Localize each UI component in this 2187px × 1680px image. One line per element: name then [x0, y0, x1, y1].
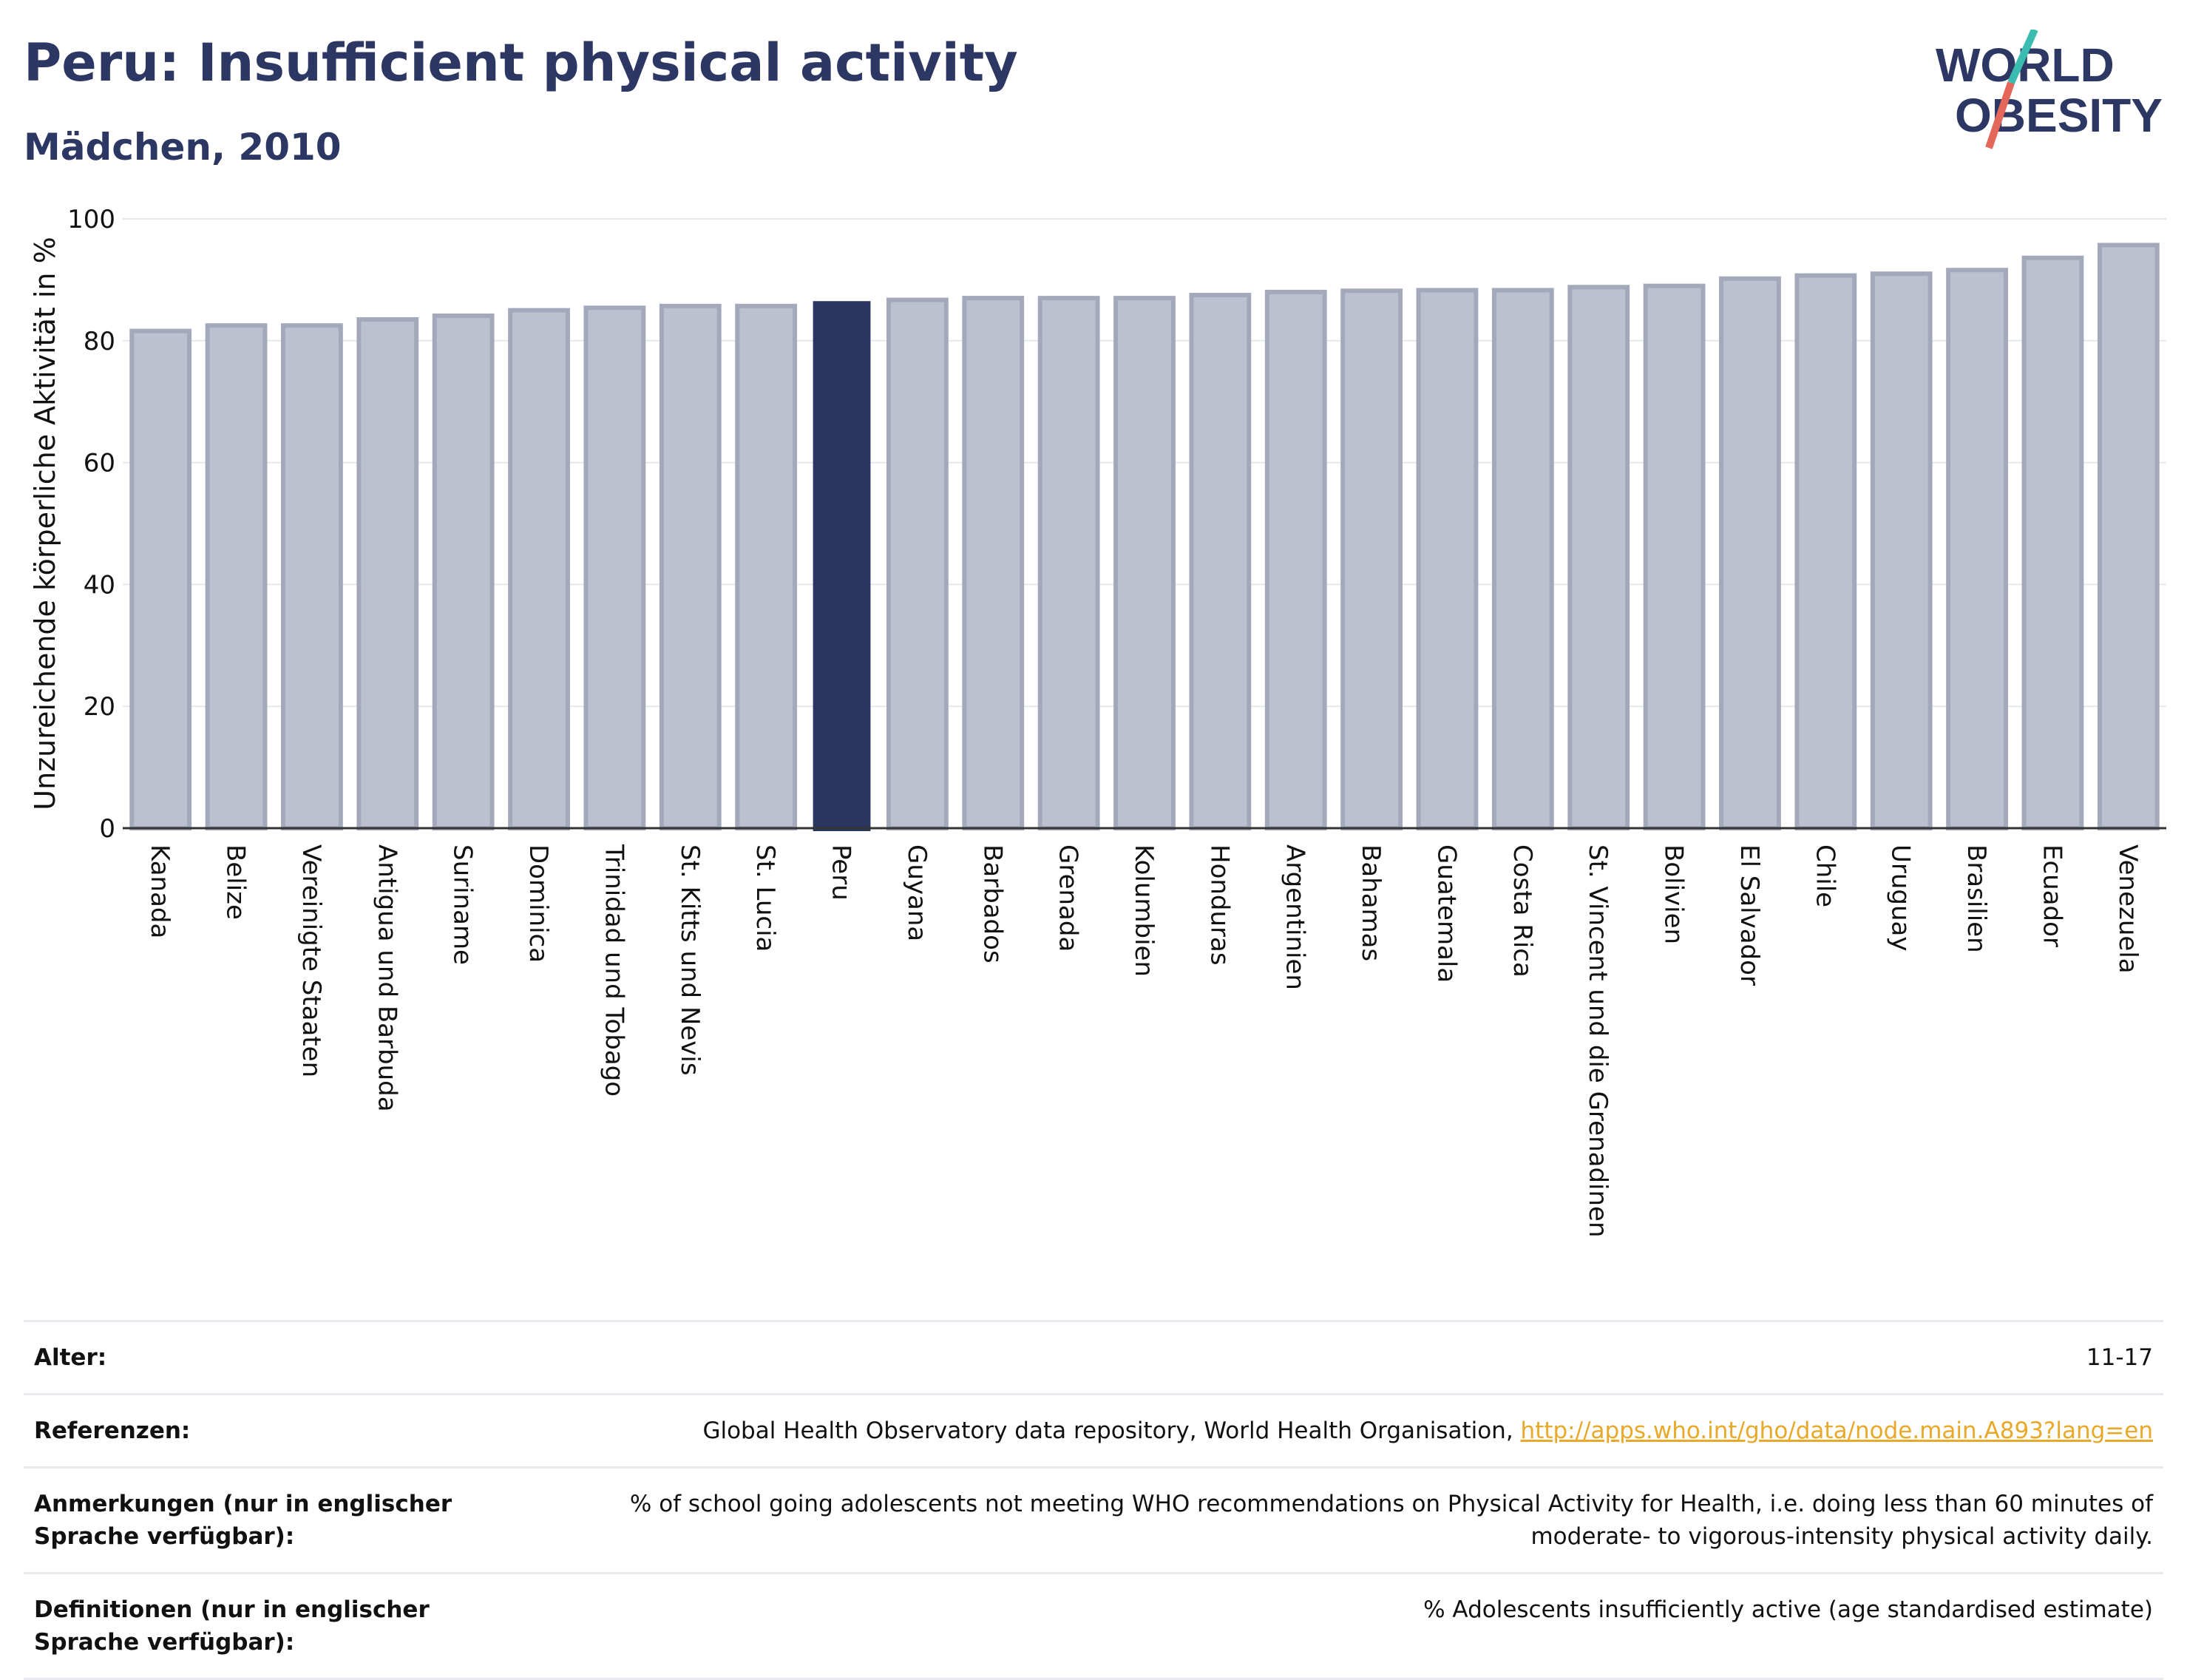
bar — [1416, 288, 1479, 830]
bar — [1491, 288, 1554, 830]
x-tick-label: Bolivien — [1659, 844, 1689, 944]
bar — [1794, 273, 1857, 830]
logo-slash-red — [1985, 81, 2015, 149]
bar — [281, 323, 343, 830]
meta-row-notes: Anmerkungen (nur in englischer Sprache v… — [24, 1466, 2163, 1572]
x-tick-label: Dominica — [523, 844, 553, 963]
x-tick-label: Bahamas — [1356, 844, 1386, 961]
y-axis-label: Unzureichende körperliche Aktivität in % — [29, 237, 61, 810]
page-title: Peru: Insufficient physical activity — [24, 33, 1018, 93]
notes-value: % of school going adolescents not meetin… — [629, 1491, 2153, 1550]
bar — [356, 316, 419, 830]
x-tick-label: St. Vincent und die Grenadinen — [1583, 844, 1613, 1238]
bar — [1870, 271, 1933, 831]
bar — [1189, 293, 1252, 830]
bar — [432, 314, 495, 830]
bar — [962, 296, 1025, 830]
bar — [1264, 289, 1327, 830]
bar-highlight — [813, 301, 871, 831]
x-tick-label: Honduras — [1204, 844, 1234, 966]
x-tick-label: Suriname — [448, 844, 478, 965]
meta-row-age: Alter: 11-17 — [24, 1320, 2163, 1393]
logo-slash-teal — [2007, 30, 2038, 85]
x-tick-label: El Salvador — [1735, 844, 1764, 986]
x-tick-label: Chile — [1810, 844, 1840, 907]
bar — [205, 323, 268, 830]
age-label: Alter: — [34, 1344, 107, 1371]
x-tick-label: St. Kitts und Nevis — [675, 844, 705, 1076]
x-tick-label: Ecuador — [2037, 844, 2066, 947]
world-obesity-logo: WORLD OBESITY — [1936, 30, 2163, 149]
y-tick-label: 100 — [67, 205, 115, 234]
y-tick-label: 0 — [99, 814, 115, 844]
references-link[interactable]: http://apps.who.int/gho/data/node.main.A… — [1520, 1418, 2153, 1444]
x-tick-label: Uruguay — [1886, 844, 1916, 952]
x-tick-label: Brasilien — [1961, 844, 1991, 953]
bar — [129, 328, 192, 830]
bar — [1113, 296, 1176, 830]
x-tick-label: Venezuela — [2113, 844, 2143, 974]
notes-label: Anmerkungen (nur in englischer Sprache v… — [34, 1491, 452, 1550]
x-tick-label: Kolumbien — [1129, 844, 1159, 977]
bar — [1946, 268, 2008, 830]
y-tick-label: 80 — [84, 327, 115, 356]
x-tick-label: Grenada — [1054, 844, 1083, 952]
x-tick-label: Argentinien — [1281, 844, 1310, 990]
bar — [1643, 283, 1706, 830]
bar — [2021, 255, 2084, 830]
x-tick-label: Barbados — [977, 844, 1007, 963]
x-tick-label: St. Lucia — [750, 844, 780, 952]
x-tick-label: Vereinigte Staaten — [296, 844, 326, 1077]
bar — [659, 303, 722, 831]
bar — [886, 297, 949, 831]
bar — [1037, 296, 1100, 830]
logo-word-obesity: OBESITY — [1955, 89, 2163, 142]
y-tick-label: 60 — [84, 449, 115, 478]
metadata-table: Alter: 11-17 Referenzen: Global Health O… — [24, 1320, 2163, 1680]
bar — [1340, 288, 1403, 830]
bar — [735, 303, 798, 831]
meta-row-references: Referenzen: Global Health Observatory da… — [24, 1393, 2163, 1466]
bar — [2097, 243, 2160, 830]
bar — [1719, 276, 1781, 830]
x-tick-label: Trinidad und Tobago — [599, 844, 628, 1097]
x-tick-label: Guatemala — [1431, 844, 1461, 983]
x-tick-label: Peru — [827, 844, 856, 901]
meta-row-definitions: Definitionen (nur in englischer Sprache … — [24, 1572, 2163, 1680]
bar — [583, 305, 646, 830]
definitions-value: % Adolescents insufficiently active (age… — [1423, 1596, 2153, 1623]
references-value: Global Health Observatory data repositor… — [537, 1415, 2153, 1447]
x-tick-label: Belize — [221, 844, 251, 920]
y-tick-label: 20 — [84, 692, 115, 722]
references-text: Global Health Observatory data repositor… — [702, 1418, 1513, 1444]
bar — [1567, 285, 1630, 830]
y-tick-label: 40 — [84, 570, 115, 600]
x-tick-label: Costa Rica — [1508, 844, 1537, 978]
x-tick-label: Antigua und Barbuda — [372, 844, 401, 1112]
x-tick-label: Guyana — [902, 844, 932, 941]
age-value: 11-17 — [2086, 1344, 2153, 1371]
definitions-label: Definitionen (nur in englischer Sprache … — [34, 1596, 430, 1656]
x-tick-label: Kanada — [145, 844, 174, 938]
page-subtitle: Mädchen, 2010 — [24, 126, 342, 169]
bar — [508, 308, 570, 831]
references-label: Referenzen: — [34, 1418, 191, 1444]
